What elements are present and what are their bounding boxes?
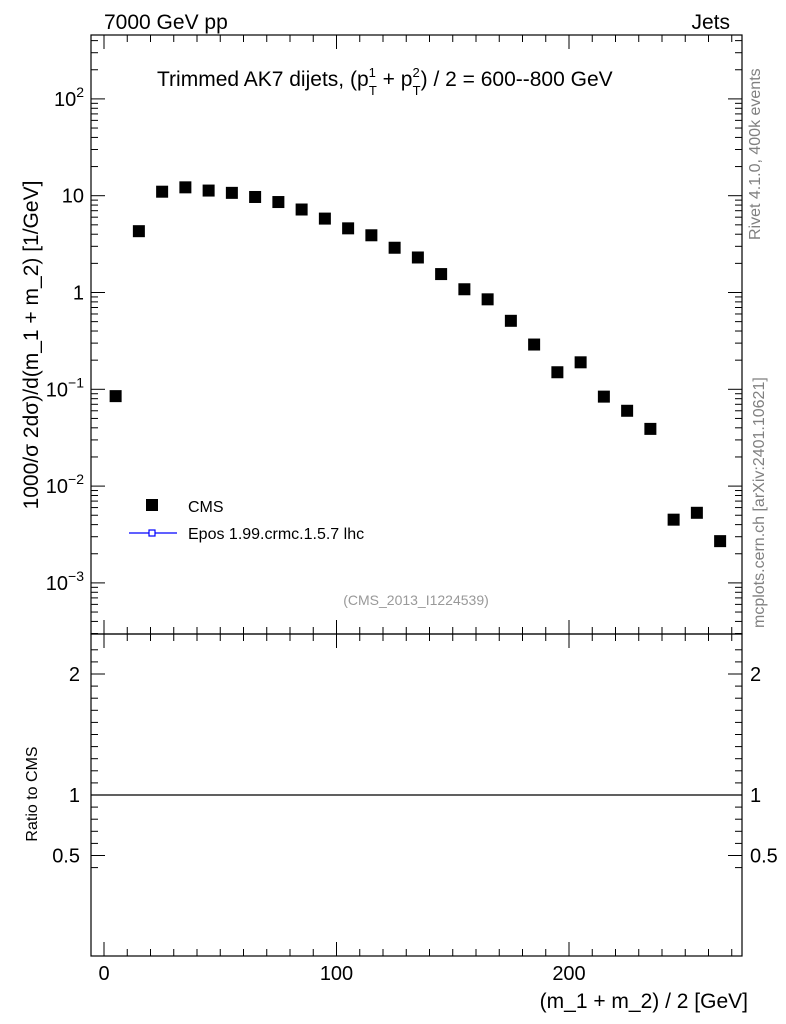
main-axis-ticks: 10−3 10−2 10−1 1 10 102 [46, 40, 742, 635]
chart-title: Trimmed AK7 dijets, (p1 T + p2 T) / 2 = 60… [157, 65, 613, 98]
ratio-tick-label-left: 1 [69, 785, 80, 807]
data-point-cms [690, 506, 703, 519]
ratio-tick-label-left: 2 [69, 664, 80, 686]
data-point-cms [574, 356, 587, 369]
data-points [109, 181, 727, 548]
data-point-cms [249, 190, 262, 203]
data-point-cms [667, 513, 680, 526]
data-point-cms [318, 212, 331, 225]
data-point-cms [621, 404, 634, 417]
legend-epos-label: Epos 1.99.crmc.1.5.7 lhc [188, 526, 364, 543]
y-axis-label: 1000/σ 2dσ)/d(m_1 + m_2) [1/GeV] [20, 181, 43, 510]
x-axis-ticks: 0 100 200 [98, 35, 733, 985]
analysis-id-label: (CMS_2013_I1224539) [343, 592, 489, 608]
data-point-cms [202, 184, 215, 197]
ratio-tick-label-left: 0.5 [52, 846, 80, 868]
data-point-cms [644, 422, 657, 435]
data-point-cms [458, 283, 471, 296]
x-tick-label: 200 [552, 963, 585, 985]
ratio-tick-label-right: 1 [750, 785, 761, 807]
legend-epos-marker [148, 529, 156, 537]
data-point-cms [156, 185, 169, 198]
data-point-cms [132, 225, 145, 238]
ratio-axis-ticks: 0.5 0.5 1 1 2 2 [52, 649, 778, 869]
data-point-cms [504, 314, 517, 327]
y-tick-label: 10−2 [46, 471, 84, 498]
legend-cms-label: CMS [188, 499, 224, 516]
data-point-cms [365, 229, 378, 242]
data-point-cms [714, 535, 727, 548]
x-tick-label: 100 [320, 963, 353, 985]
x-axis-label: (m_1 + m_2) / 2 [GeV] [540, 990, 748, 1013]
data-point-cms [481, 293, 494, 306]
legend-cms-marker [146, 499, 158, 511]
mcplots-label: mcplots.cern.ch [arXiv:2401.10621] [751, 377, 768, 628]
data-point-cms [109, 390, 122, 403]
y-tick-label: 10 [62, 186, 84, 208]
x-tick-label: 0 [98, 963, 109, 985]
data-point-cms [551, 366, 564, 379]
ratio-tick-label-right: 2 [750, 664, 761, 686]
y-tick-label: 102 [54, 84, 84, 111]
data-point-cms [388, 241, 401, 254]
data-point-cms [528, 338, 541, 351]
data-point-cms [272, 196, 285, 209]
data-point-cms [179, 181, 192, 194]
data-point-cms [342, 222, 355, 235]
y-tick-label: 10−1 [46, 374, 84, 401]
y-tick-label: 1 [73, 283, 84, 305]
data-point-cms [411, 251, 424, 264]
header-right-label: Jets [691, 11, 730, 34]
rivet-version-label: Rivet 4.1.0, 400k events [747, 68, 764, 240]
main-plot-frame [90, 34, 743, 635]
ratio-y-axis-label: Ratio to CMS [24, 746, 41, 841]
ratio-tick-label-right: 0.5 [750, 846, 778, 868]
header-left-label: 7000 GeV pp [104, 11, 228, 34]
legend: CMS Epos 1.99.crmc.1.5.7 lhc [129, 499, 364, 543]
y-tick-label: 10−3 [46, 568, 84, 595]
data-point-cms [435, 268, 448, 281]
data-point-cms [597, 390, 610, 403]
data-point-cms [225, 186, 238, 199]
data-point-cms [295, 203, 308, 216]
